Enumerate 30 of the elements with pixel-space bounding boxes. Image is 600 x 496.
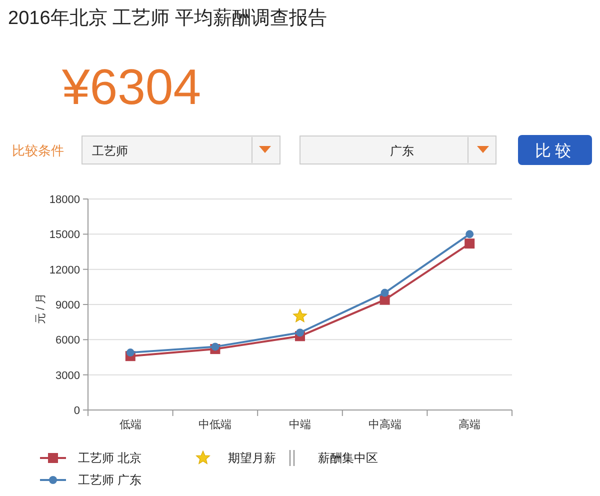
y-tick-label: 18000 — [49, 194, 80, 206]
legend-label: 工艺师 北京 — [78, 451, 142, 465]
y-tick-label: 6000 — [56, 334, 80, 347]
text: 广东 — [390, 144, 414, 158]
legend-label: 工艺师 广东 — [78, 473, 142, 487]
y-tick-label: 12000 — [49, 264, 80, 276]
point — [380, 288, 389, 297]
x-tick-label: 中端 — [289, 418, 311, 431]
point — [380, 294, 390, 305]
y-tick-label: 3000 — [56, 370, 80, 382]
x-tick-label: 中高端 — [368, 418, 402, 431]
y-tick-label: 0 — [74, 405, 80, 417]
point — [464, 238, 475, 249]
y-axis-title: 元 / 月 — [35, 292, 47, 324]
x-tick-label: 低端 — [119, 418, 142, 431]
legend-label: 期望月薪 — [228, 451, 276, 465]
text: 薪酬集中区 — [318, 451, 378, 465]
text: 工艺师 — [92, 144, 128, 158]
y-tick-label: 9000 — [56, 300, 80, 312]
point — [211, 342, 220, 351]
x-tick-label: 中低端 — [198, 418, 232, 431]
point — [126, 348, 134, 357]
point — [296, 328, 304, 337]
title: 2016年北京 工艺师 平均薪酬调查报告 — [8, 8, 327, 29]
subtitle: ¥6304 — [62, 59, 202, 115]
y-tick-label: 15000 — [49, 229, 80, 242]
point — [466, 230, 474, 238]
x-tick-label: 高端 — [458, 418, 481, 431]
text: 比较条件 — [12, 143, 64, 158]
text: 比较 — [535, 142, 575, 160]
